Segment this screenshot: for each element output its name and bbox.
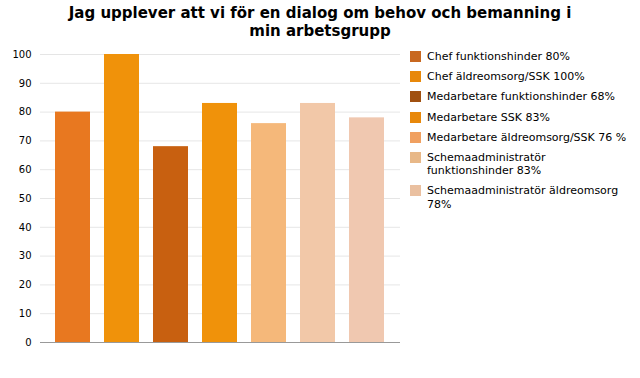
- svg-text:20: 20: [19, 279, 32, 290]
- svg-text:60: 60: [19, 164, 32, 175]
- html-text:Schemaadministratör äldreomsor: Schemaadministratör äldreomsorg 78%: [427, 184, 619, 211]
- svg-text:100: 100: [12, 49, 31, 60]
- svg-text:90: 90: [19, 78, 32, 89]
- svg-text:80: 80: [19, 106, 32, 117]
- html-text:Medarbetare funktionshinder 68: Medarbetare funktionshinder 68%: [427, 90, 616, 104]
- svg-text:30: 30: [19, 250, 32, 261]
- html-text:Medarbetare äldreomsorg/SSK 76: Medarbetare äldreomsorg/SSK 76 %: [427, 130, 627, 144]
- html-text:Jag upplever att vi för en dia: Jag upplever att vi för en dialog om beh…: [68, 4, 572, 40]
- svg-text:0: 0: [25, 337, 31, 348]
- svg-text:50: 50: [19, 193, 32, 204]
- svg-text:10: 10: [19, 308, 32, 319]
- svg-text:70: 70: [19, 135, 32, 146]
- html-text:Medarbetare SSK 83%: Medarbetare SSK 83%: [427, 110, 550, 124]
- html-text:Schemaadministratör funktionsh: Schemaadministratör funktionshinder 83%: [427, 150, 546, 178]
- html-text:Chef äldreomsorg/SSK 100%: Chef äldreomsorg/SSK 100%: [427, 70, 585, 84]
- svg-text:40: 40: [19, 222, 32, 233]
- html-text:Chef funktionshinder 80%: Chef funktionshinder 80%: [427, 50, 570, 63]
